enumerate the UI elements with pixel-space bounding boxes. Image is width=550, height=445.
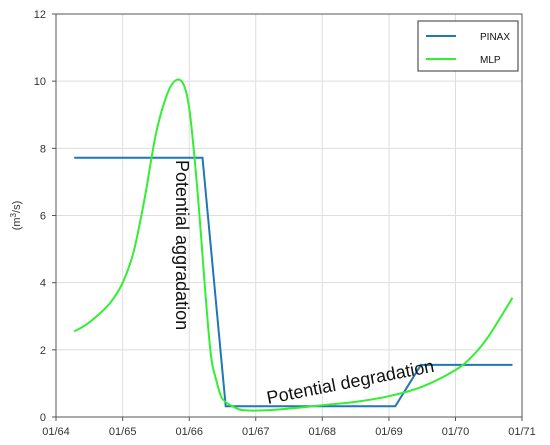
x-tick-label: 01/64 bbox=[42, 426, 70, 438]
grid-lines bbox=[55, 13, 523, 418]
x-tick-label: 01/71 bbox=[508, 426, 536, 438]
x-tick-label: 01/69 bbox=[375, 426, 403, 438]
annotation-potential-aggradation: Potential aggradation bbox=[172, 160, 192, 330]
y-tick-label: 4 bbox=[40, 278, 46, 290]
series-layer bbox=[73, 78, 514, 412]
x-tick-label: 01/65 bbox=[109, 426, 137, 438]
y-axis-label-tail: /s) bbox=[11, 201, 23, 213]
x-tick-label: 01/70 bbox=[442, 426, 470, 438]
y-tick-label: 6 bbox=[40, 211, 46, 223]
y-axis-label-main: (m bbox=[11, 217, 23, 230]
legend-label-pinax: PINAX bbox=[480, 32, 510, 43]
legend-box bbox=[417, 20, 519, 72]
x-axis-ticks: 01/64 01/65 01/66 01/67 01/68 01/69 01/70 01/71 bbox=[42, 417, 536, 438]
y-tick-label: 2 bbox=[40, 345, 46, 357]
x-tick-label: 01/66 bbox=[175, 426, 203, 438]
legend: PINAX MLP bbox=[417, 20, 519, 72]
y-axis-label-superscript: 3 bbox=[9, 212, 18, 217]
legend-label-mlp: MLP bbox=[480, 55, 501, 66]
y-tick-label: 12 bbox=[34, 9, 46, 21]
y-axis-ticks: 0 2 4 6 8 10 12 bbox=[34, 9, 56, 424]
x-tick-label: 01/67 bbox=[242, 426, 270, 438]
series-line-pinax bbox=[74, 156, 513, 408]
y-tick-label: 0 bbox=[40, 412, 46, 424]
y-tick-label: 8 bbox=[40, 143, 46, 155]
y-axis-label: (m3/s) bbox=[9, 201, 23, 231]
y-tick-label: 10 bbox=[34, 76, 46, 88]
x-tick-label: 01/68 bbox=[308, 426, 336, 438]
series-line-mlp bbox=[73, 78, 514, 412]
